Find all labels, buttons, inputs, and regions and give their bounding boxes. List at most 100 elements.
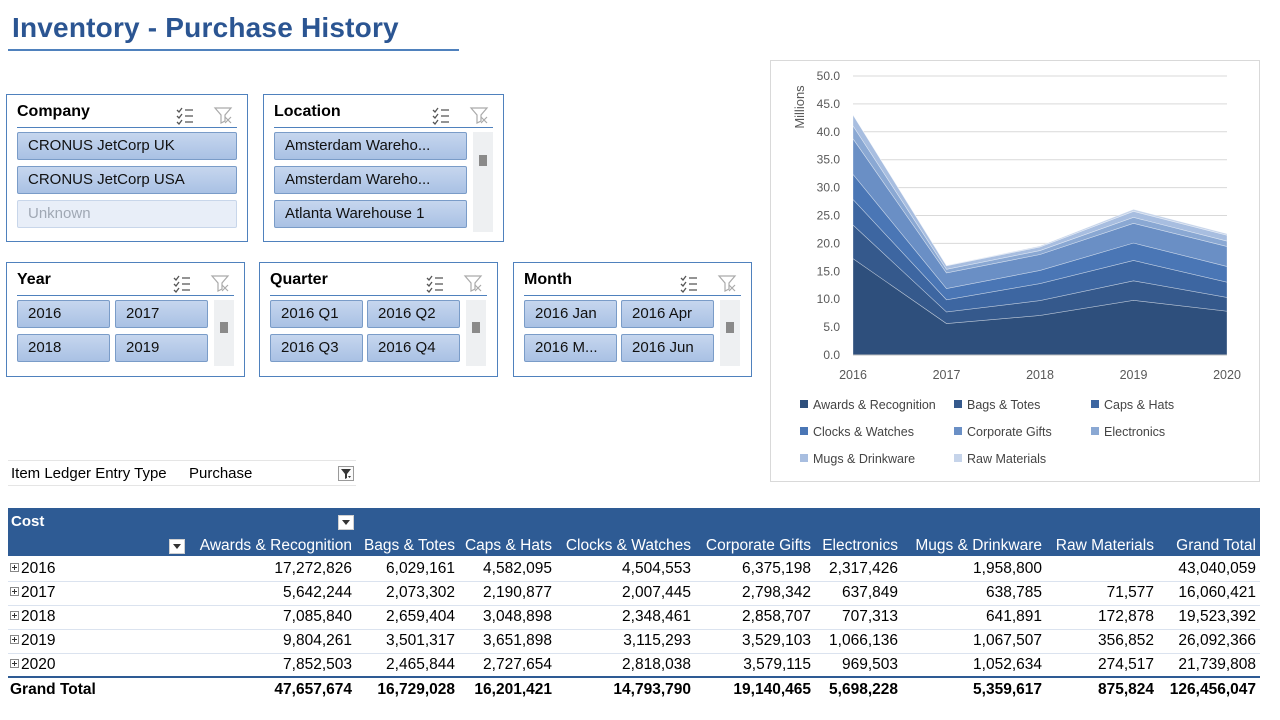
- row-labels-dropdown[interactable]: [169, 539, 185, 554]
- pivot-cell[interactable]: 3,115,293: [623, 632, 691, 649]
- slicer-item-2016-q4[interactable]: 2016 Q4: [367, 334, 460, 362]
- pivot-cell[interactable]: 2,818,038: [622, 656, 691, 673]
- pivot-cell[interactable]: 2,348,461: [622, 608, 691, 625]
- multi-select-icon[interactable]: [425, 273, 445, 293]
- grand-total-cell[interactable]: 14,793,790: [613, 681, 691, 698]
- pivot-cell[interactable]: 19,523,392: [1178, 608, 1256, 625]
- slicer-scrollbar[interactable]: [214, 300, 234, 366]
- scroll-thumb[interactable]: [472, 322, 480, 333]
- pivot-cell[interactable]: 3,501,317: [386, 632, 455, 649]
- grand-total-cell[interactable]: 126,456,047: [1169, 681, 1256, 698]
- pivot-cell[interactable]: 1,066,136: [829, 632, 898, 649]
- pivot-cell[interactable]: 4,504,553: [622, 560, 691, 577]
- pivot-cell[interactable]: 637,849: [841, 584, 898, 601]
- pivot-cell[interactable]: 2,727,654: [483, 656, 552, 673]
- pivot-cell[interactable]: 71,577: [1106, 584, 1154, 601]
- slicer-item-2016-q2[interactable]: 2016 Q2: [367, 300, 460, 328]
- pivot-cell[interactable]: 17,272,826: [274, 560, 352, 577]
- slicer-item-2016-jan[interactable]: 2016 Jan: [524, 300, 617, 328]
- pivot-cell[interactable]: 43,040,059: [1178, 560, 1256, 577]
- clear-filter-icon[interactable]: [463, 273, 483, 293]
- pivot-cell[interactable]: 2,858,707: [742, 608, 811, 625]
- slicer-item-2016-jun[interactable]: 2016 Jun: [621, 334, 714, 362]
- slicer-item-2017[interactable]: 2017: [115, 300, 208, 328]
- clear-filter-icon[interactable]: [469, 105, 489, 125]
- pivot-cell[interactable]: 3,529,103: [742, 632, 811, 649]
- scroll-thumb[interactable]: [479, 155, 487, 166]
- multi-select-icon[interactable]: [172, 273, 192, 293]
- slicer-item-2016-q3[interactable]: 2016 Q3: [270, 334, 363, 362]
- pivot-cell[interactable]: 3,048,898: [483, 608, 552, 625]
- slicer-item-location-2[interactable]: Amsterdam Wareho...: [274, 166, 467, 194]
- slicer-item-2018[interactable]: 2018: [17, 334, 110, 362]
- expand-icon[interactable]: [10, 563, 19, 572]
- pivot-cell[interactable]: 356,852: [1097, 632, 1154, 649]
- grand-total-cell[interactable]: 875,824: [1097, 681, 1154, 698]
- slicer-item-2016[interactable]: 2016: [17, 300, 110, 328]
- pivot-cell[interactable]: 274,517: [1097, 656, 1154, 673]
- slicer-item-2016-q1[interactable]: 2016 Q1: [270, 300, 363, 328]
- pivot-cell[interactable]: 21,739,808: [1178, 656, 1256, 673]
- pivot-cell[interactable]: 172,878: [1097, 608, 1154, 625]
- row-label[interactable]: 2020: [10, 656, 55, 674]
- expand-icon[interactable]: [10, 587, 19, 596]
- slicer-item-location-1[interactable]: Amsterdam Wareho...: [274, 132, 467, 160]
- grand-total-cell[interactable]: 5,698,228: [829, 681, 898, 698]
- expand-icon[interactable]: [10, 635, 19, 644]
- slicer-item-2019[interactable]: 2019: [115, 334, 208, 362]
- filter-dropdown-button[interactable]: [338, 466, 354, 481]
- pivot-cell[interactable]: 4,582,095: [483, 560, 552, 577]
- pivot-cell[interactable]: 7,852,503: [283, 656, 352, 673]
- pivot-cell[interactable]: 2,073,302: [386, 584, 455, 601]
- pivot-cell[interactable]: 7,085,840: [283, 608, 352, 625]
- pivot-cell[interactable]: 2,190,877: [483, 584, 552, 601]
- slicer-item-cronus-jetcorp-usa[interactable]: CRONUS JetCorp USA: [17, 166, 237, 194]
- scroll-thumb[interactable]: [726, 322, 734, 333]
- multi-select-icon[interactable]: [679, 273, 699, 293]
- slicer-item-2016-mar[interactable]: 2016 M...: [524, 334, 617, 362]
- slicer-item-unknown[interactable]: Unknown: [17, 200, 237, 228]
- pivot-cell[interactable]: 2,465,844: [386, 656, 455, 673]
- pivot-cell[interactable]: 1,052,634: [973, 656, 1042, 673]
- pivot-cell[interactable]: 1,958,800: [973, 560, 1042, 577]
- grand-total-cell[interactable]: 5,359,617: [973, 681, 1042, 698]
- pivot-cell[interactable]: 6,029,161: [386, 560, 455, 577]
- slicer-scrollbar[interactable]: [473, 132, 493, 232]
- pivot-cell[interactable]: 26,092,366: [1178, 632, 1256, 649]
- column-labels-dropdown[interactable]: [338, 515, 354, 530]
- pivot-cell[interactable]: 3,651,898: [483, 632, 552, 649]
- pivot-cell[interactable]: 1,067,507: [973, 632, 1042, 649]
- row-label[interactable]: 2019: [10, 632, 55, 650]
- clear-filter-icon[interactable]: [210, 273, 230, 293]
- pivot-cell[interactable]: 2,007,445: [622, 584, 691, 601]
- clear-filter-icon[interactable]: [213, 105, 233, 125]
- pivot-cell[interactable]: 9,804,261: [283, 632, 352, 649]
- expand-icon[interactable]: [10, 659, 19, 668]
- pivot-cell[interactable]: 3,579,115: [743, 656, 811, 673]
- pivot-cell[interactable]: 5,642,244: [283, 584, 352, 601]
- pivot-cell[interactable]: 2,317,426: [829, 560, 898, 577]
- multi-select-icon[interactable]: [175, 105, 195, 125]
- row-label[interactable]: 2017: [10, 584, 55, 602]
- slicer-item-2016-apr[interactable]: 2016 Apr: [621, 300, 714, 328]
- pivot-cell[interactable]: 2,798,342: [742, 584, 811, 601]
- clear-filter-icon[interactable]: [717, 273, 737, 293]
- multi-select-icon[interactable]: [431, 105, 451, 125]
- slicer-scrollbar[interactable]: [720, 300, 740, 366]
- row-label[interactable]: 2018: [10, 608, 55, 626]
- slicer-item-location-3[interactable]: Atlanta Warehouse 1: [274, 200, 467, 228]
- scroll-thumb[interactable]: [220, 322, 228, 333]
- slicer-scrollbar[interactable]: [466, 300, 486, 366]
- row-label[interactable]: 2016: [10, 560, 55, 578]
- grand-total-cell[interactable]: 16,201,421: [474, 681, 552, 698]
- pivot-cell[interactable]: 969,503: [841, 656, 898, 673]
- grand-total-cell[interactable]: 47,657,674: [274, 681, 352, 698]
- slicer-item-cronus-jetcorp-uk[interactable]: CRONUS JetCorp UK: [17, 132, 237, 160]
- grand-total-cell[interactable]: 19,140,465: [733, 681, 811, 698]
- pivot-cell[interactable]: 641,891: [985, 608, 1042, 625]
- expand-icon[interactable]: [10, 611, 19, 620]
- pivot-cell[interactable]: 16,060,421: [1178, 584, 1256, 601]
- pivot-cell[interactable]: 2,659,404: [386, 608, 455, 625]
- pivot-cell[interactable]: 707,313: [841, 608, 898, 625]
- pivot-cell[interactable]: 6,375,198: [742, 560, 811, 577]
